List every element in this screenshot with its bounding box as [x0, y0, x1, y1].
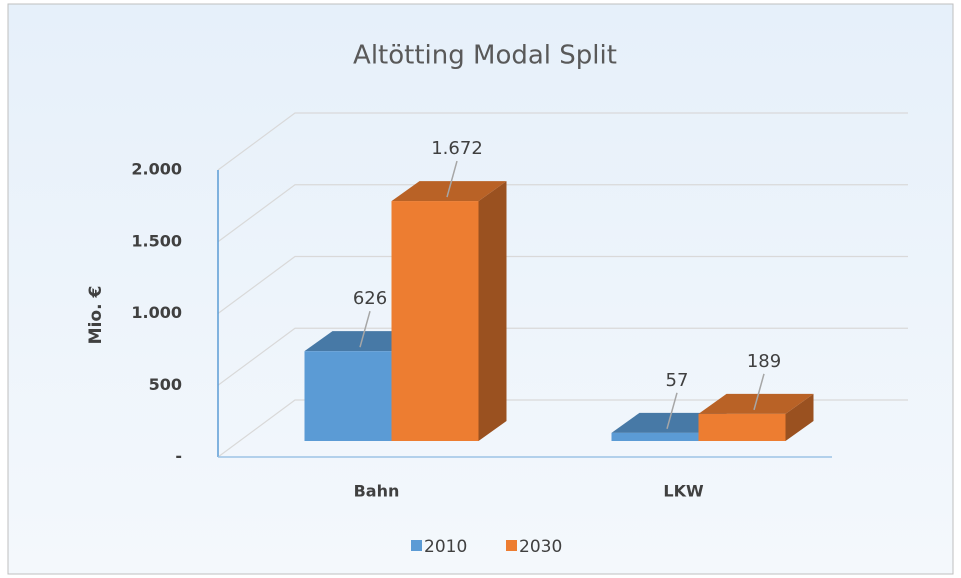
bar: [304, 351, 392, 441]
legend-label: 2030: [519, 537, 562, 557]
legend-label: 2010: [424, 537, 467, 557]
y-tick-label: 1.000: [131, 303, 182, 322]
label-leader: [666, 392, 678, 430]
grid-line: [217, 112, 908, 171]
chart-title: Altötting Modal Split: [353, 41, 617, 71]
data-label: 1.672: [431, 138, 483, 159]
label-leader: [359, 310, 371, 348]
data-label: 57: [666, 370, 689, 391]
label-leader: [446, 160, 458, 198]
x-tick-label: LKW: [663, 482, 704, 501]
grid-line: [217, 255, 908, 314]
legend-swatch: [506, 540, 517, 551]
grid-line: [217, 327, 908, 386]
bar: [611, 432, 699, 441]
grid-line: [217, 399, 908, 458]
legend-swatch: [411, 540, 422, 551]
y-tick-label: -: [175, 447, 182, 466]
bar: [698, 413, 786, 441]
x-tick-label: Bahn: [354, 482, 400, 501]
bar: [391, 201, 479, 441]
y-axis-label: Mio. €: [86, 286, 106, 345]
bar-side: [785, 393, 814, 441]
y-tick-label: 500: [149, 375, 182, 394]
y-tick-label: 2.000: [131, 160, 182, 179]
label-leader: [753, 373, 765, 411]
bar-side: [478, 181, 507, 441]
y-tick-label: 1.500: [131, 231, 182, 250]
grid-line: [217, 184, 908, 243]
data-label: 626: [353, 288, 387, 309]
data-label: 189: [747, 351, 781, 372]
